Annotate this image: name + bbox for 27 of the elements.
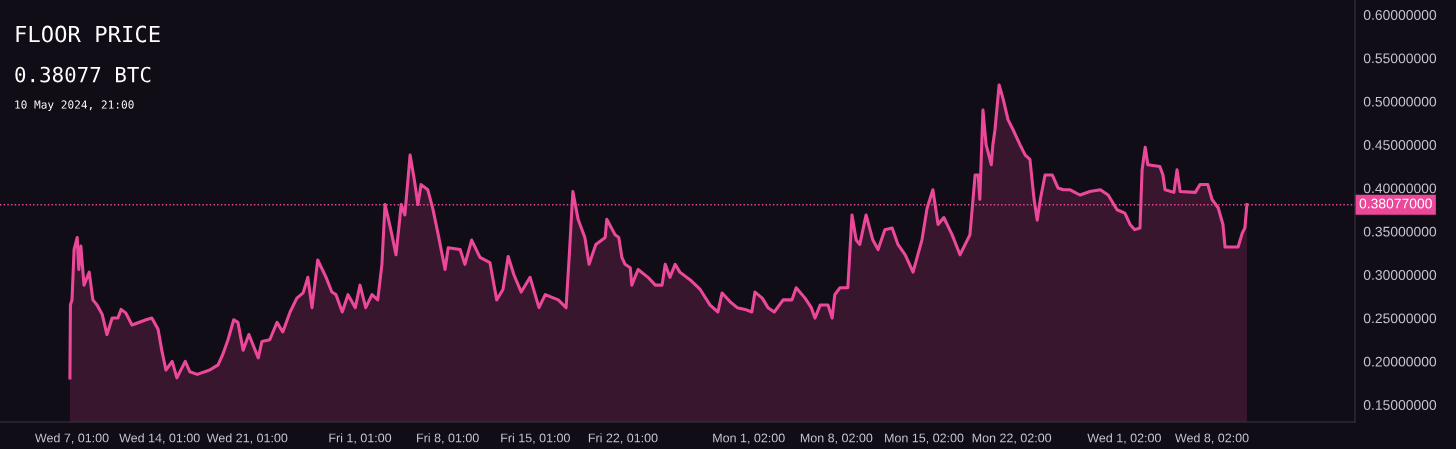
x-tick-label: Wed 1, 02:00 [1087, 433, 1161, 444]
y-tick-label: 0.35000000 [1363, 226, 1437, 237]
x-tick-label: Wed 21, 01:00 [206, 433, 288, 444]
x-tick-label: Fri 15, 01:00 [501, 433, 570, 444]
x-tick-label: Fri 22, 01:00 [588, 433, 658, 444]
y-tick-label: 0.40000000 [1363, 183, 1437, 194]
x-tick-label: Mon 15, 02:00 [885, 433, 964, 444]
y-tick-label: 0.60000000 [1363, 10, 1437, 20]
x-tick-label: Fri 1, 01:00 [329, 433, 392, 444]
annotation: 10 May 2024, 21:00 [15, 100, 134, 111]
y-tick-label: 0.25000000 [1363, 313, 1437, 324]
x-tick-label: Mon 1, 02:00 [713, 433, 785, 444]
ref-line-label: 0.38077000 [1359, 198, 1432, 209]
text: 0.38077 BTC [15, 66, 151, 83]
y-tick-label: 0.55000000 [1363, 53, 1437, 64]
x-tick-label: Mon 22, 02:00 [972, 433, 1052, 444]
x-tick-label: Mon 8, 02:00 [800, 433, 873, 444]
text: FLOOR PRICE [16, 25, 160, 43]
x-tick-label: Wed 7, 01:00 [34, 433, 109, 444]
y-tick-label: 0.20000000 [1363, 356, 1437, 367]
y-tick-label: 0.30000000 [1363, 270, 1437, 280]
x-tick-label: Wed 8, 02:00 [1174, 433, 1249, 444]
x-tick-label: Fri 8, 01:00 [417, 433, 479, 444]
y-tick-label: 0.15000000 [1363, 400, 1437, 410]
x-tick-label: Wed 14, 01:00 [119, 433, 200, 444]
y-tick-label: 0.50000000 [1363, 96, 1437, 107]
y-tick-label: 0.45000000 [1363, 140, 1437, 150]
